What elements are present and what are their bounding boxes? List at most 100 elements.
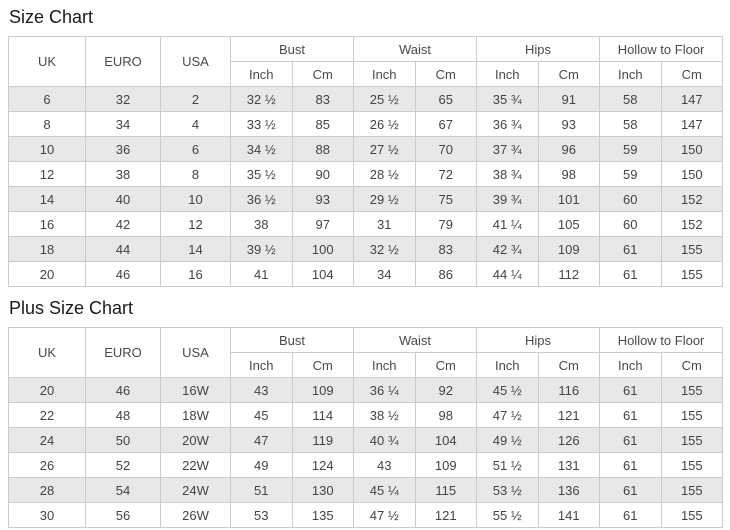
cell: 38 (85, 161, 161, 187)
unit-header-cm: Cm (537, 352, 601, 378)
cell: 147 (660, 86, 724, 112)
cell: 49 ½ (476, 427, 539, 453)
cell: 34 (353, 261, 416, 287)
column-group-bust: Bust (229, 327, 355, 353)
cell: 126 (537, 427, 601, 453)
cell: 105 (537, 211, 601, 237)
cell: 61 (599, 402, 662, 428)
cell: 26W (160, 502, 231, 528)
table-row: 16 42 12 38 97 31 79 41 ¼ 105 60 152 (8, 211, 724, 237)
cell: 61 (599, 502, 662, 528)
cell: 14 (160, 236, 231, 262)
cell: 37 ¾ (476, 136, 539, 162)
cell: 47 (230, 427, 293, 453)
cell: 20W (160, 427, 231, 453)
cell: 28 ½ (353, 161, 416, 187)
cell: 36 (85, 136, 161, 162)
cell: 44 ¼ (476, 261, 539, 287)
cell: 55 ½ (476, 502, 539, 528)
cell: 26 (8, 452, 86, 478)
cell: 16 (160, 261, 231, 287)
cell: 86 (414, 261, 478, 287)
table-row: 18 44 14 39 ½ 100 32 ½ 83 42 ¾ 109 61 155 (8, 236, 724, 262)
cell: 116 (537, 377, 601, 403)
cell: 24W (160, 477, 231, 503)
cell: 39 ¾ (476, 186, 539, 212)
cell: 104 (291, 261, 355, 287)
cell: 85 (291, 111, 355, 137)
table-row: 10 36 6 34 ½ 88 27 ½ 70 37 ¾ 96 59 150 (8, 136, 724, 162)
size-chart-table: UK EURO USA Bust Waist Hips Hollow to Floor Inc… (8, 36, 724, 287)
cell: 47 ½ (353, 502, 416, 528)
table-header: UK EURO USA Bust Waist Hips Hollow to Floor Inc… (8, 327, 724, 378)
cell: 90 (291, 161, 355, 187)
cell: 22 (8, 402, 86, 428)
column-group-hollow-to-floor: Hollow to Floor (599, 36, 724, 62)
unit-header-inch: Inch (476, 352, 539, 378)
cell: 121 (414, 502, 478, 528)
cell: 28 (8, 477, 86, 503)
cell: 112 (537, 261, 601, 287)
unit-header-cm: Cm (291, 61, 355, 87)
cell: 20 (8, 261, 86, 287)
cell: 109 (414, 452, 478, 478)
cell: 93 (537, 111, 601, 137)
cell: 53 (230, 502, 293, 528)
cell: 35 ½ (230, 161, 293, 187)
cell: 109 (537, 236, 601, 262)
column-group-bust: Bust (229, 36, 355, 62)
cell: 34 ½ (230, 136, 293, 162)
table-body: 20 46 16W 43 109 36 ¼ 92 45 ½ 116 61 155 22 48 18W 45 1… (8, 377, 724, 528)
cell: 51 (230, 477, 293, 503)
unit-header-cm: Cm (660, 61, 724, 87)
cell: 40 ¾ (353, 427, 416, 453)
header-row-groups: UK EURO USA Bust Waist Hips Hollow to Floor (8, 327, 724, 378)
cell: 51 ½ (476, 452, 539, 478)
table-row: 20 46 16 41 104 34 86 44 ¼ 112 61 155 (8, 261, 724, 287)
cell: 38 (230, 211, 293, 237)
cell: 135 (291, 502, 355, 528)
cell: 83 (414, 236, 478, 262)
cell: 40 (85, 186, 161, 212)
cell: 61 (599, 377, 662, 403)
cell: 150 (660, 136, 724, 162)
table-row: 14 40 10 36 ½ 93 29 ½ 75 39 ¾ 101 60 152 (8, 186, 724, 212)
column-header-euro: EURO (85, 327, 161, 378)
cell: 6 (160, 136, 231, 162)
cell: 50 (85, 427, 161, 453)
plus-size-chart-title: Plus Size Chart (9, 298, 134, 318)
unit-header-cm: Cm (537, 61, 601, 87)
table-row: 22 48 18W 45 114 38 ½ 98 47 ½ 121 61 155 (8, 402, 724, 428)
column-header-uk: UK (8, 36, 86, 87)
cell: 155 (660, 477, 724, 503)
cell: 60 (599, 186, 662, 212)
cell: 47 ½ (476, 402, 539, 428)
cell: 38 ¾ (476, 161, 539, 187)
cell: 33 ½ (230, 111, 293, 137)
cell: 46 (85, 261, 161, 287)
cell: 104 (414, 427, 478, 453)
table-row: 26 52 22W 49 124 43 109 51 ½ 131 61 155 (8, 452, 724, 478)
unit-header-cm: Cm (414, 61, 478, 87)
cell: 45 ¼ (353, 477, 416, 503)
cell: 42 ¾ (476, 236, 539, 262)
cell: 59 (599, 161, 662, 187)
cell: 45 ½ (476, 377, 539, 403)
column-header-uk: UK (8, 327, 86, 378)
cell: 29 ½ (353, 186, 416, 212)
table-row: 28 54 24W 51 130 45 ¼ 115 53 ½ 136 61 155 (8, 477, 724, 503)
cell: 44 (85, 236, 161, 262)
table-row: 20 46 16W 43 109 36 ¼ 92 45 ½ 116 61 155 (8, 377, 724, 403)
cell: 30 (8, 502, 86, 528)
cell: 155 (660, 261, 724, 287)
cell: 97 (291, 211, 355, 237)
cell: 12 (160, 211, 231, 237)
cell: 75 (414, 186, 478, 212)
unit-header-inch: Inch (476, 61, 539, 87)
cell: 53 ½ (476, 477, 539, 503)
cell: 6 (8, 86, 86, 112)
cell: 61 (599, 477, 662, 503)
column-group-hips: Hips (476, 327, 601, 353)
cell: 18 (8, 236, 86, 262)
cell: 136 (537, 477, 601, 503)
